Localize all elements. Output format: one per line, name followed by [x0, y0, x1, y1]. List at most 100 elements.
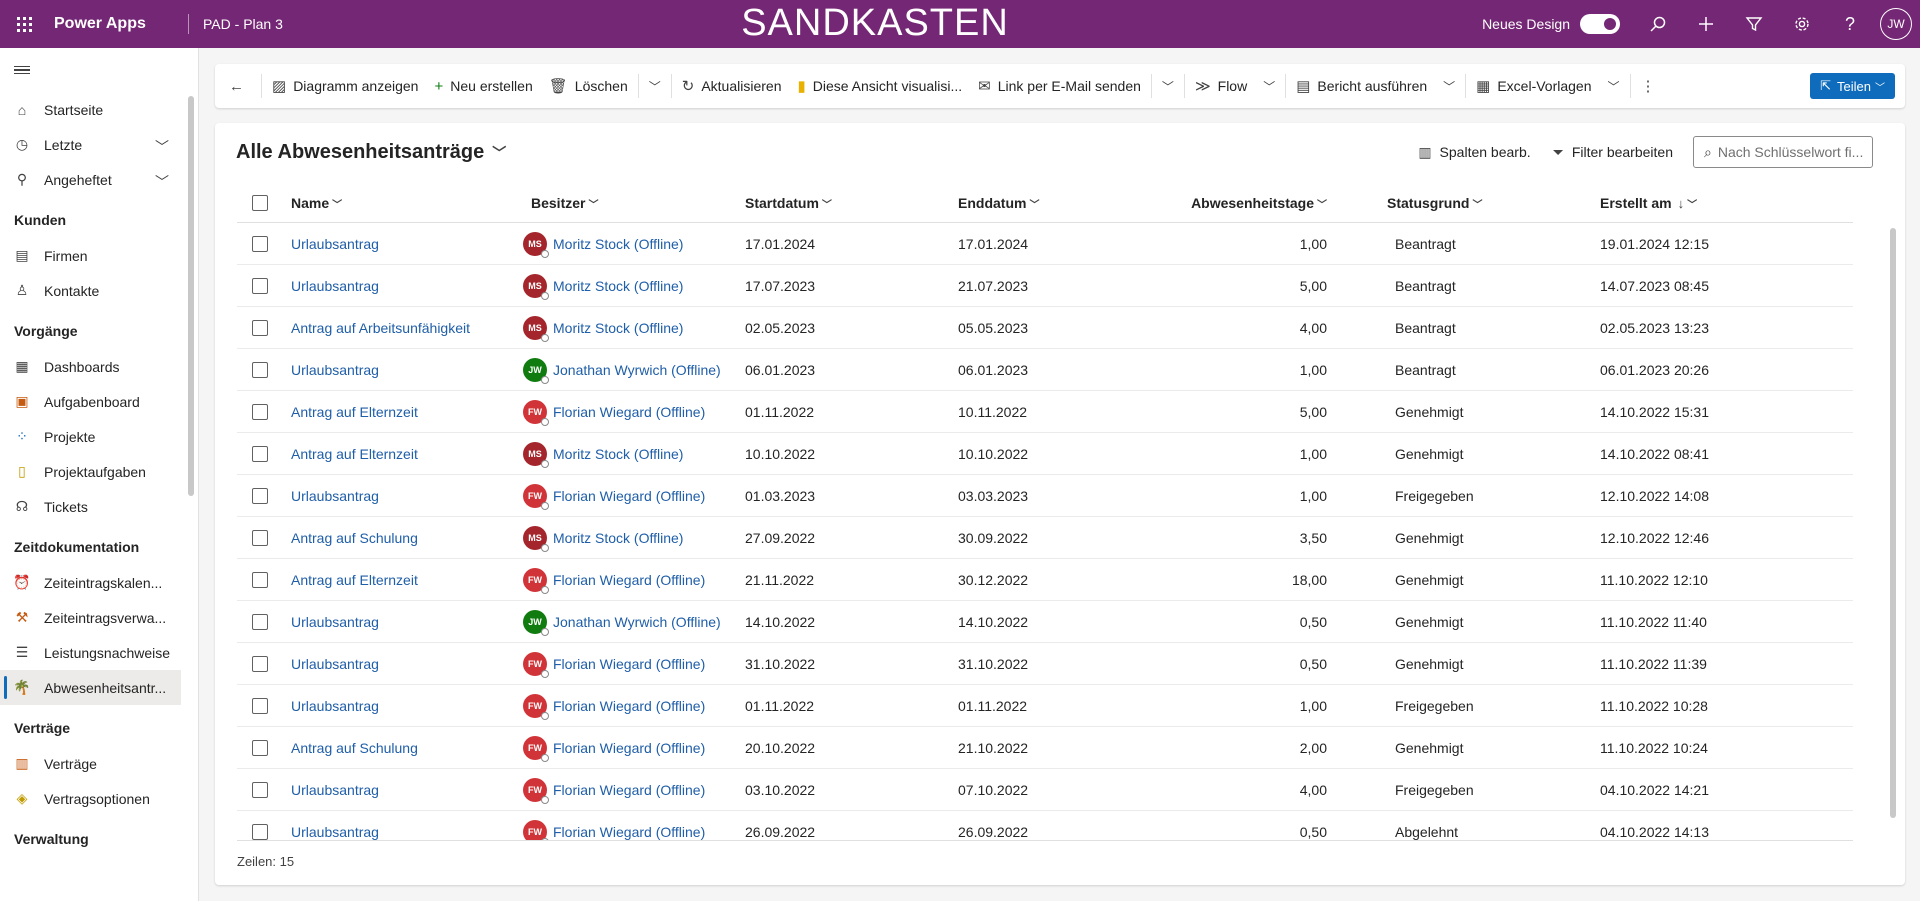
more-commands-button[interactable]: ⋮ [1633, 68, 1671, 104]
owner-link[interactable]: Florian Wiegard (Offline) [553, 656, 706, 672]
owner-link[interactable]: Moritz Stock (Offline) [553, 530, 684, 546]
owner-link[interactable]: Jonathan Wyrwich (Offline) [553, 614, 721, 630]
column-header-owner[interactable]: Besitzer ﹀ [531, 183, 711, 223]
back-button[interactable]: ← [221, 68, 259, 104]
excel-templates-button[interactable]: ▦ Excel-Vorlagen [1468, 68, 1599, 104]
owner-link[interactable]: Florian Wiegard (Offline) [553, 572, 706, 588]
table-row[interactable]: Urlaubsantrag FW Florian Wiegard (Offline)… [237, 643, 1853, 685]
record-name-link[interactable]: Antrag auf Arbeitsunfähigkeit [291, 320, 471, 336]
select-all-checkbox-cell[interactable] [252, 183, 272, 223]
table-row[interactable]: Antrag auf Schulung MS Moritz Stock (Offli… [237, 517, 1853, 559]
record-name-link[interactable]: Antrag auf Elternzeit [291, 404, 418, 420]
row-checkbox-cell[interactable] [252, 307, 272, 349]
row-checkbox[interactable] [252, 656, 268, 672]
help-icon[interactable]: ? [1844, 13, 1855, 34]
table-row[interactable]: Antrag auf Arbeitsunfähigkeit MS Moritz St… [237, 307, 1853, 349]
row-checkbox-cell[interactable] [252, 811, 272, 840]
owner-link[interactable]: Florian Wiegard (Offline) [553, 488, 706, 504]
nav-item-letzte[interactable]: ◷ Letzte ﹀ [0, 127, 181, 162]
nav-item-startseite[interactable]: ⌂ Startseite [0, 92, 181, 127]
record-name-link[interactable]: Urlaubsantrag [291, 614, 379, 630]
record-name-link[interactable]: Urlaubsantrag [291, 656, 379, 672]
gear-icon[interactable] [1778, 0, 1826, 48]
chevron-down-icon[interactable]: ﹀ [1443, 79, 1456, 94]
view-selector[interactable]: Alle Abwesenheitsanträge ﹀ [236, 141, 506, 164]
row-checkbox-cell[interactable] [252, 349, 272, 391]
record-name-link[interactable]: Urlaubsantrag [291, 236, 379, 252]
row-checkbox[interactable] [252, 740, 268, 756]
nav-item-zeiteintragsverwaltung[interactable]: ⚒ Zeiteintragsverwa... [0, 600, 181, 635]
row-checkbox[interactable] [252, 404, 268, 420]
row-checkbox-cell[interactable] [252, 601, 272, 643]
owner-link[interactable]: Moritz Stock (Offline) [553, 278, 684, 294]
app-name[interactable]: Power Apps [54, 15, 146, 32]
record-name-link[interactable]: Antrag auf Elternzeit [291, 446, 418, 462]
chevron-down-icon[interactable]: ﹀ [1161, 79, 1174, 94]
table-row[interactable]: Urlaubsantrag FW Florian Wiegard (Offline)… [237, 475, 1853, 517]
row-checkbox[interactable] [252, 446, 268, 462]
keyword-search-input[interactable]: ⌕ Nach Schlüsselwort fi... [1693, 136, 1873, 168]
edit-filters-button[interactable]: ⏷ Filter bearbeiten [1553, 144, 1673, 161]
owner-link[interactable]: Jonathan Wyrwich (Offline) [553, 362, 721, 378]
table-row[interactable]: Urlaubsantrag FW Florian Wiegard (Offline)… [237, 685, 1853, 727]
search-icon[interactable] [1634, 0, 1682, 48]
flow-button[interactable]: ≫ Flow [1187, 68, 1255, 104]
row-checkbox[interactable] [252, 614, 268, 630]
nav-item-vertragsoptionen[interactable]: ◈ Vertragsoptionen [0, 781, 181, 816]
record-name-link[interactable]: Urlaubsantrag [291, 278, 379, 294]
owner-link[interactable]: Florian Wiegard (Offline) [553, 740, 706, 756]
row-checkbox[interactable] [252, 488, 268, 504]
new-design-toggle[interactable] [1580, 14, 1620, 34]
column-header-name[interactable]: Name ﹀ [291, 183, 471, 223]
table-row[interactable]: Antrag auf Elternzeit FW Florian Wiegard (… [237, 559, 1853, 601]
row-checkbox-cell[interactable] [252, 685, 272, 727]
app-launcher-icon[interactable] [0, 0, 48, 48]
record-name-link[interactable]: Urlaubsantrag [291, 824, 379, 840]
column-header-start[interactable]: Startdatum ﹀ [745, 183, 925, 223]
owner-link[interactable]: Moritz Stock (Offline) [553, 446, 684, 462]
new-button[interactable]: + Neu erstellen [426, 68, 540, 104]
owner-link[interactable]: Florian Wiegard (Offline) [553, 782, 706, 798]
sidebar-scrollbar[interactable] [188, 96, 194, 496]
owner-link[interactable]: Florian Wiegard (Offline) [553, 698, 706, 714]
row-checkbox-cell[interactable] [252, 391, 272, 433]
row-checkbox[interactable] [252, 362, 268, 378]
nav-item-projektaufgaben[interactable]: ▯ Projektaufgaben [0, 454, 181, 489]
column-header-created[interactable]: Erstellt am ↓ ﹀ [1600, 183, 1800, 223]
column-header-end[interactable]: Enddatum ﹀ [958, 183, 1138, 223]
nav-item-aufgabenboard[interactable]: ▣ Aufgabenboard [0, 384, 181, 419]
chevron-down-icon[interactable]: ﹀ [155, 139, 169, 155]
refresh-button[interactable]: ↻ Aktualisieren [674, 68, 790, 104]
table-row[interactable]: Urlaubsantrag FW Florian Wiegard (Offline)… [237, 769, 1853, 811]
nav-item-firmen[interactable]: ▤ Firmen [0, 238, 181, 273]
delete-button[interactable]: 🗑 Löschen [541, 68, 636, 104]
nav-item-tickets[interactable]: ☊ Tickets [0, 489, 181, 524]
user-avatar[interactable]: JW [1880, 8, 1912, 40]
record-name-link[interactable]: Antrag auf Schulung [291, 530, 418, 546]
nav-item-leistungsnachweise[interactable]: ☰ Leistungsnachweise [0, 635, 181, 670]
row-checkbox[interactable] [252, 698, 268, 714]
plus-icon[interactable] [1682, 0, 1730, 48]
hamburger-menu-icon[interactable] [0, 48, 198, 92]
record-name-link[interactable]: Urlaubsantrag [291, 782, 379, 798]
table-row[interactable]: Urlaubsantrag JW Jonathan Wyrwich (Offline… [237, 349, 1853, 391]
chevron-down-icon[interactable]: ﹀ [1263, 79, 1276, 94]
chevron-down-icon[interactable]: ﹀ [155, 174, 169, 190]
table-row[interactable]: Antrag auf Elternzeit MS Moritz Stock (Off… [237, 433, 1853, 475]
row-checkbox-cell[interactable] [252, 433, 272, 475]
share-button[interactable]: ⇱ Teilen ﹀ [1810, 73, 1895, 99]
row-checkbox[interactable] [252, 824, 268, 840]
chevron-down-icon[interactable]: ﹀ [648, 79, 661, 94]
table-row[interactable]: Urlaubsantrag MS Moritz Stock (Offline) 17.… [237, 223, 1853, 265]
record-name-link[interactable]: Antrag auf Schulung [291, 740, 418, 756]
row-checkbox-cell[interactable] [252, 265, 272, 307]
email-link-button[interactable]: ✉ Link per E-Mail senden [970, 68, 1149, 104]
record-name-link[interactable]: Urlaubsantrag [291, 362, 379, 378]
column-header-status[interactable]: Statusgrund ﹀ [1387, 183, 1567, 223]
row-checkbox-cell[interactable] [252, 223, 272, 265]
row-checkbox[interactable] [252, 320, 268, 336]
nav-item-projekte[interactable]: ⁘ Projekte [0, 419, 181, 454]
owner-link[interactable]: Florian Wiegard (Offline) [553, 824, 706, 840]
row-checkbox[interactable] [252, 236, 268, 252]
nav-item-dashboards[interactable]: ▦ Dashboards [0, 349, 181, 384]
